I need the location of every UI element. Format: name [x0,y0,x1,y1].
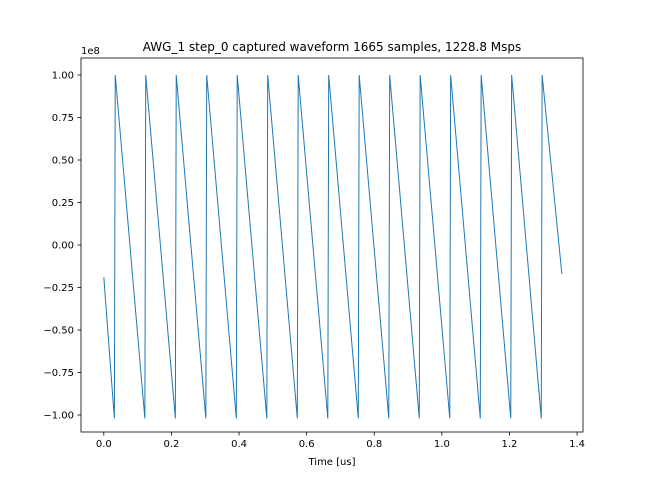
x-tick-label: 0.6 [299,439,315,450]
y-tick-label: 0.00 [52,241,74,252]
series-line-0 [103,74,563,419]
y-tick-label: 0.25 [52,198,74,209]
x-tick-label: 1.2 [502,439,518,450]
y-tick-label: 1.00 [52,71,74,82]
y-offset-label: 1e8 [81,46,100,57]
x-tick-label: 0.2 [163,439,179,450]
y-tick-label: 0.50 [52,156,74,167]
plot-area: 0.0 0.2 0.4 0.6 0.8 1.0 1.2 1.4 −1.00 −0.75 −0.50 −… [43,57,585,450]
x-tick-label: 0.8 [366,439,382,450]
y-tick-label: −0.50 [43,326,74,337]
x-tick-label: 1.0 [434,439,450,450]
x-tick-label: 1.4 [569,439,585,450]
y-tick-label: 0.75 [52,113,74,124]
x-tick-label: 0.4 [231,439,247,450]
y-tick-label: −1.00 [43,411,74,422]
chart-title: AWG_1 step_0 captured waveform 1665 samp… [143,40,522,54]
x-axis-label: Time [us] [307,457,355,468]
x-tick-label: 0.0 [96,439,112,450]
y-tick-label: −0.75 [43,368,74,379]
y-tick-label: −0.25 [43,283,74,294]
